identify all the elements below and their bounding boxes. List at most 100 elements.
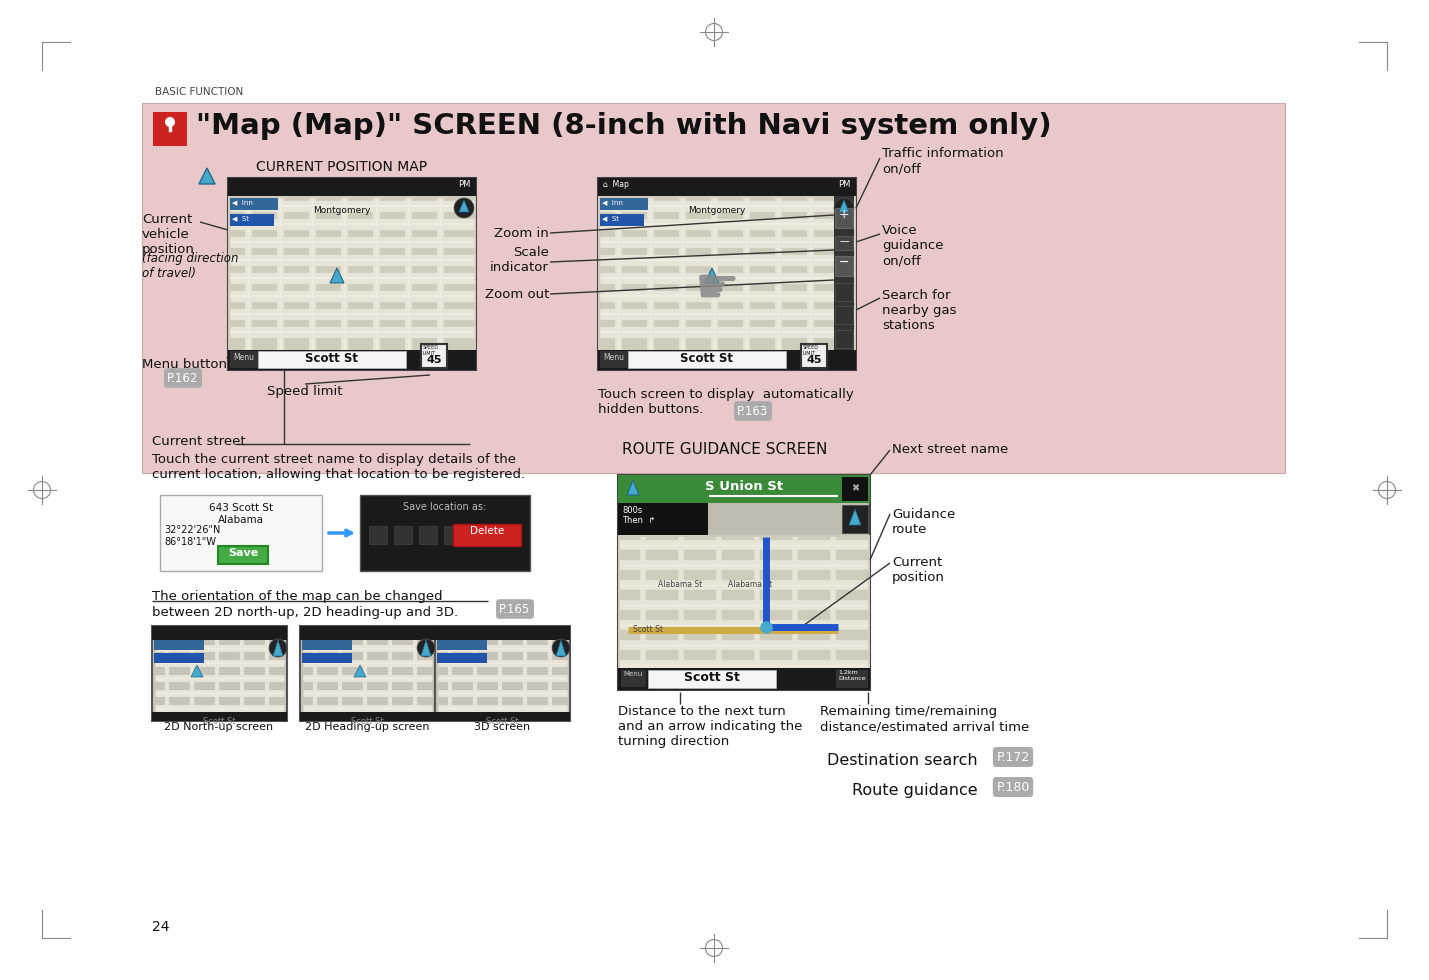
- Bar: [835, 306, 853, 324]
- Text: between 2D north-up, 2D heading-up and 3D.: between 2D north-up, 2D heading-up and 3…: [151, 606, 459, 619]
- Text: Current
position: Current position: [892, 556, 945, 584]
- Text: Scott St: Scott St: [684, 671, 740, 684]
- Polygon shape: [849, 509, 862, 525]
- Text: Remaining time/remaining
distance/estimated arrival time: Remaining time/remaining distance/estima…: [820, 705, 1029, 733]
- Polygon shape: [459, 200, 469, 212]
- Circle shape: [454, 198, 474, 218]
- Text: ☛: ☛: [694, 265, 739, 313]
- Text: Scott St: Scott St: [486, 717, 519, 726]
- Bar: [229, 196, 476, 350]
- Bar: [151, 712, 287, 721]
- Circle shape: [835, 198, 855, 218]
- Text: Current street: Current street: [151, 435, 246, 448]
- Polygon shape: [354, 665, 366, 677]
- Bar: [835, 196, 855, 350]
- Bar: [259, 351, 406, 368]
- Text: Zoom in: Zoom in: [494, 226, 549, 239]
- Bar: [842, 505, 867, 533]
- Polygon shape: [839, 200, 849, 212]
- Text: Touch screen to display  automatically
hidden buttons.: Touch screen to display automatically hi…: [597, 388, 853, 416]
- Text: Save: Save: [227, 548, 259, 558]
- Polygon shape: [330, 268, 344, 283]
- Text: P.172: P.172: [996, 751, 1030, 763]
- Text: 1.2km
Distance: 1.2km Distance: [837, 670, 866, 681]
- Bar: [835, 208, 853, 228]
- Polygon shape: [199, 168, 214, 184]
- Text: Menu: Menu: [623, 671, 642, 677]
- Circle shape: [417, 639, 434, 657]
- Bar: [835, 330, 853, 348]
- Bar: [600, 351, 627, 368]
- Text: Destination search: Destination search: [827, 753, 977, 768]
- Text: Touch the current street name to display details of the
current location, allowi: Touch the current street name to display…: [151, 453, 524, 481]
- Bar: [802, 344, 827, 368]
- Bar: [153, 112, 187, 146]
- Bar: [422, 344, 447, 368]
- Bar: [597, 178, 856, 370]
- Polygon shape: [273, 640, 283, 656]
- Text: ◀  St: ◀ St: [602, 215, 619, 221]
- Bar: [434, 626, 570, 640]
- Text: Voice
guidance
on/off: Voice guidance on/off: [882, 224, 943, 267]
- Text: Alabama St: Alabama St: [657, 580, 702, 589]
- Text: 2D North-up screen: 2D North-up screen: [164, 722, 273, 732]
- Bar: [154, 653, 204, 663]
- Bar: [229, 350, 476, 370]
- Polygon shape: [556, 640, 566, 656]
- Bar: [453, 524, 522, 546]
- Text: ⌂  Map: ⌂ Map: [603, 180, 629, 189]
- Text: Speed limit: Speed limit: [267, 385, 343, 398]
- Bar: [300, 626, 434, 721]
- Text: 3D screen: 3D screen: [474, 722, 530, 732]
- Text: Alabama St: Alabama St: [727, 580, 772, 589]
- Bar: [230, 351, 259, 368]
- Circle shape: [269, 639, 287, 657]
- Text: Montgomery: Montgomery: [689, 206, 746, 215]
- Bar: [622, 670, 646, 687]
- Bar: [617, 475, 870, 690]
- Text: Scott St: Scott St: [306, 352, 359, 365]
- Bar: [151, 626, 287, 640]
- Bar: [434, 626, 570, 721]
- Bar: [600, 198, 647, 210]
- Text: 643 Scott St
Alabama: 643 Scott St Alabama: [209, 503, 273, 524]
- Text: P.162: P.162: [167, 371, 199, 384]
- Circle shape: [164, 117, 174, 127]
- Bar: [617, 475, 870, 503]
- Text: Scott St: Scott St: [350, 717, 383, 726]
- Text: ROUTE GUIDANCE SCREEN: ROUTE GUIDANCE SCREEN: [622, 442, 827, 457]
- Text: P.165: P.165: [499, 603, 530, 615]
- Bar: [835, 283, 853, 301]
- Bar: [437, 653, 487, 663]
- Text: Scale
indicator: Scale indicator: [490, 246, 549, 274]
- Bar: [647, 670, 776, 688]
- Text: Then  ↱: Then ↱: [622, 516, 656, 525]
- Bar: [617, 503, 707, 535]
- Bar: [369, 526, 387, 544]
- Text: P.180: P.180: [996, 780, 1030, 794]
- Circle shape: [552, 639, 570, 657]
- Text: The orientation of the map can be changed: The orientation of the map can be change…: [151, 590, 443, 603]
- Text: SPEED
LIMIT: SPEED LIMIT: [423, 345, 439, 356]
- Text: Distance to the next turn
and an arrow indicating the
turning direction: Distance to the next turn and an arrow i…: [617, 705, 802, 748]
- Text: S Union St: S Union St: [704, 480, 783, 493]
- Bar: [229, 178, 476, 370]
- Bar: [160, 495, 322, 571]
- Text: 45: 45: [806, 355, 822, 365]
- Text: Menu button: Menu button: [141, 358, 227, 371]
- Bar: [394, 526, 412, 544]
- Bar: [835, 236, 853, 250]
- Bar: [835, 256, 853, 276]
- Bar: [842, 477, 867, 501]
- Bar: [219, 546, 269, 564]
- Bar: [300, 712, 434, 721]
- Text: —: —: [839, 236, 849, 246]
- Polygon shape: [422, 640, 432, 656]
- Bar: [151, 626, 287, 721]
- Bar: [444, 526, 462, 544]
- Bar: [229, 178, 476, 196]
- Text: Save location as:: Save location as:: [403, 502, 487, 512]
- Text: Scott St: Scott St: [203, 717, 236, 726]
- Text: Delete: Delete: [470, 526, 504, 536]
- Bar: [627, 351, 786, 368]
